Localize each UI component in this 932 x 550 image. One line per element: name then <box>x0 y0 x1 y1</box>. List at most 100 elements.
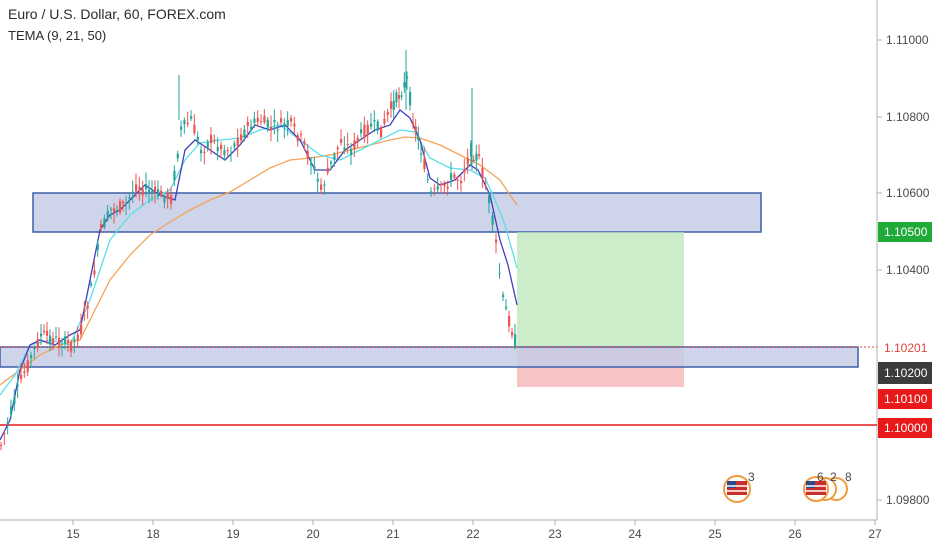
svg-text:1.10100: 1.10100 <box>884 392 928 406</box>
support-zone[interactable] <box>0 346 859 368</box>
candle-body <box>290 118 293 122</box>
candle-body <box>491 215 494 225</box>
candle-body <box>206 142 209 148</box>
price-tick-label: 1.11000 <box>886 33 929 47</box>
candle-body <box>498 272 501 274</box>
tema-50-line <box>0 136 518 386</box>
time-tick-label: 26 <box>788 527 802 541</box>
candle-body <box>456 179 459 181</box>
candle-body <box>157 189 160 197</box>
candle-body <box>70 341 73 352</box>
time-tick-label: 15 <box>66 527 80 541</box>
candle-body <box>343 147 346 150</box>
candle-body <box>20 374 23 380</box>
candle-body <box>484 186 487 188</box>
candle-body <box>103 218 106 228</box>
candle-body <box>233 143 236 147</box>
candle-body <box>310 162 313 166</box>
symbol-title[interactable]: Euro / U.S. Dollar, 60, FOREX.com <box>8 6 226 22</box>
time-tick-label: 21 <box>386 527 400 541</box>
candle-body <box>58 337 61 345</box>
candle-body <box>52 338 55 344</box>
time-tick-label: 19 <box>226 527 240 541</box>
candle-body <box>356 137 359 142</box>
candle-body <box>505 306 508 309</box>
candle-body <box>166 192 169 200</box>
candle-body <box>514 334 517 347</box>
candle-body <box>33 347 36 349</box>
candle-body <box>420 153 423 155</box>
candle-body <box>83 310 86 312</box>
time-axis-ticks: 15 18 19 20 21 22 23 24 25 26 27 <box>66 520 882 541</box>
candle-body <box>398 95 401 99</box>
candle-body <box>380 127 383 137</box>
candle-body <box>40 333 43 337</box>
indicator-label[interactable]: TEMA (9, 21, 50) <box>8 28 107 43</box>
candle-body <box>323 184 326 186</box>
candle-body <box>313 166 316 170</box>
candle-body <box>64 336 67 344</box>
price-tick-label: 1.10400 <box>886 263 930 277</box>
candle-body <box>86 305 89 309</box>
time-tick-label: 27 <box>868 527 882 541</box>
candle-body <box>141 188 144 196</box>
candle-body <box>392 100 395 110</box>
candle-body <box>203 152 206 154</box>
candle-body <box>390 101 393 109</box>
candle-body <box>61 347 64 349</box>
candle-body <box>250 126 253 130</box>
event-marker-us-1[interactable]: 3 <box>723 470 755 503</box>
candle-body <box>370 123 373 127</box>
event-count-8: 8 <box>845 470 852 484</box>
candle-body <box>276 129 279 131</box>
candle-body <box>436 186 439 190</box>
candle-body <box>240 134 243 141</box>
candle-body <box>3 433 6 435</box>
candle-body <box>433 188 436 190</box>
resistance-zone[interactable] <box>32 192 762 233</box>
candle-body <box>180 126 183 130</box>
position-target-area[interactable] <box>517 232 684 347</box>
price-tag-1.10201: 1.10201 <box>878 338 932 358</box>
candle-body <box>395 92 398 103</box>
candle-body <box>173 170 176 180</box>
candle-body <box>193 124 196 134</box>
candle-body <box>280 118 283 123</box>
candle-body <box>76 334 79 341</box>
candle-body <box>373 119 376 122</box>
candle-body <box>286 120 289 127</box>
time-tick-label: 18 <box>146 527 160 541</box>
candle-body <box>256 118 259 122</box>
price-tag-1.10200: 1.10200 <box>878 362 932 384</box>
candle-body <box>36 338 39 348</box>
candle-body <box>138 186 141 190</box>
candle-body <box>446 186 449 189</box>
candle-body <box>296 135 299 142</box>
candle-body <box>508 316 511 327</box>
candle-body <box>326 167 329 173</box>
candle-body <box>55 336 58 338</box>
candle-body <box>470 143 473 157</box>
candle-body <box>106 210 109 219</box>
candle-body <box>363 124 366 139</box>
candle-body <box>236 138 239 146</box>
svg-text:1.10201: 1.10201 <box>884 341 928 355</box>
candle-body <box>26 360 29 372</box>
event-marker-us-2[interactable]: 6 2 8 <box>803 470 852 502</box>
candle-body <box>113 208 116 213</box>
price-tick-label: 1.09800 <box>886 493 930 507</box>
candle-body <box>13 396 16 405</box>
candle-body <box>67 340 70 343</box>
candle-body <box>80 324 83 335</box>
candle-body <box>183 120 186 125</box>
candle-body <box>450 173 453 180</box>
candle-body <box>30 355 33 359</box>
candle-body <box>475 153 478 161</box>
candle-body <box>440 183 443 186</box>
candle-body <box>303 141 306 145</box>
candle-body <box>481 168 484 179</box>
candle-body <box>190 116 193 119</box>
candle-body <box>502 294 505 298</box>
price-tag-1.10500: 1.10500 <box>878 222 932 242</box>
